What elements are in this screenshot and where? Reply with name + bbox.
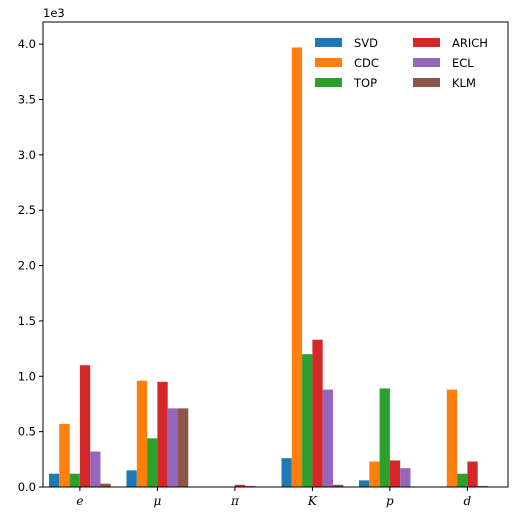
bar-arich-4 [389,460,401,487]
bar-ecl-0 [90,451,101,487]
x-tick-label: μ [153,494,161,508]
bar-svd-1 [126,470,137,487]
y-tick-label: 2.5 [18,203,36,217]
x-tick-label: p [386,494,394,508]
bar-ecl-2 [245,485,256,487]
bar-ecl-4 [400,468,411,487]
bar-svd-4 [359,480,370,487]
bar-cdc-5 [446,389,458,487]
bar-top-1 [147,438,158,487]
legend-swatch-cdc [315,58,342,67]
legend: SVD CDC TOP ARICH ECL KLM [315,36,488,90]
legend-swatch-ecl [413,58,440,67]
legend-swatch-arich [413,38,440,47]
y-axis: 0.0 0.5 1.0 1.5 2.0 2.5 3.0 3.5 4.0 [18,37,43,494]
legend-label-top: TOP [353,76,377,90]
legend-swatch-klm [413,78,440,87]
legend-label-arich: ARICH [452,36,488,50]
x-tick-label: π [230,494,240,508]
y-tick-label: 3.5 [18,93,36,107]
bar-ecl-5 [477,485,488,487]
legend-label-svd: SVD [354,36,378,50]
bar-ecl-3 [322,389,333,487]
bar-klm-1 [178,408,189,487]
x-tick-label: e [76,494,83,508]
bar-arich-1 [157,381,168,487]
bar-arich-0 [79,365,91,487]
bar-top-4 [379,388,390,487]
bar-arich-5 [467,461,478,487]
y-tick-label: 1.5 [18,314,36,328]
legend-swatch-svd [315,38,342,47]
bar-cdc-1 [136,380,148,487]
bar-svd-3 [281,458,292,487]
bar-top-0 [69,473,80,487]
x-tick-label: K [307,494,318,508]
bar-top-3 [302,354,313,487]
legend-label-klm: KLM [452,76,476,90]
y-tick-label: 0.5 [18,425,36,439]
legend-label-ecl: ECL [452,56,474,70]
bar-cdc-4 [369,461,380,487]
bars-group [49,47,488,488]
y-tick-label: 2.0 [18,259,36,273]
x-tick-label: d [464,494,472,508]
bar-top-5 [457,473,468,487]
y-tick-label: 1.0 [18,369,36,383]
y-offset-label: 1e3 [43,6,65,20]
bar-klm-3 [333,484,344,487]
bar-ecl-1 [167,408,178,487]
y-tick-label: 4.0 [18,37,36,51]
bar-cdc-0 [59,423,70,487]
legend-swatch-top [315,78,342,87]
y-tick-label: 3.0 [18,148,36,162]
plot-frame [42,21,509,488]
bar-svd-0 [49,473,60,487]
bar-arich-2 [234,484,246,487]
bar-cdc-3 [291,47,303,488]
bar-arich-3 [312,339,323,487]
bar-klm-0 [100,483,111,487]
legend-label-cdc: CDC [354,56,379,70]
y-tick-label: 0.0 [18,480,36,494]
